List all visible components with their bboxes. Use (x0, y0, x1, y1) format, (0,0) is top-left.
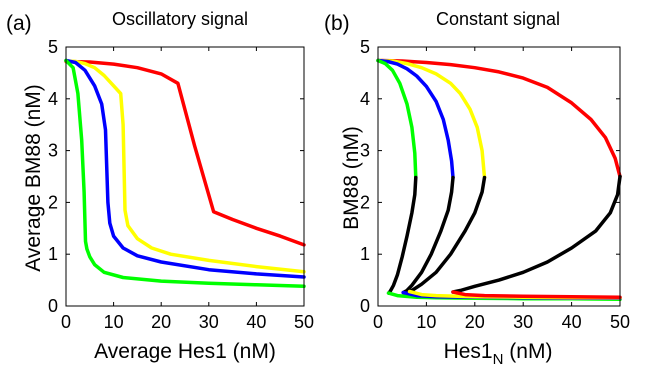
panel-b-series-11 (451, 290, 622, 299)
panel-a-ytick-label: 4 (48, 89, 58, 109)
panel-b-xtick-label: 0 (373, 312, 383, 332)
panel-b-xlabel-main: Hes1 (444, 340, 493, 363)
panel-a-xtick-label: 10 (104, 312, 124, 332)
panel-b-xlabel-unit: (nM) (503, 340, 552, 363)
panel-b-xtick-label: 10 (416, 312, 436, 332)
panel-b-series-0 (376, 58, 622, 179)
panel-a-xtick-label: 0 (61, 312, 71, 332)
panel-a-xlabel: Average Hes1 (nM) (94, 340, 276, 363)
panel-b-xtick-label: 40 (562, 312, 582, 332)
panel-a-ytick-label: 2 (48, 192, 58, 212)
panel-a-ytick-label: 0 (48, 296, 58, 316)
panel-b-series-7 (386, 175, 418, 295)
panel-b-ytick-label: 0 (360, 296, 370, 316)
panel-b: (b) Constant signal BM88 (nM) Hes1N (nM)… (324, 9, 630, 368)
panel-b-xlabel-subscript: N (493, 351, 504, 368)
panel-a-ytick-label: 5 (48, 37, 58, 57)
panel-b-ytick-label: 1 (360, 244, 370, 264)
panel-b-ytick-label: 4 (360, 89, 370, 109)
panel-b-axes-box (377, 46, 621, 307)
panel-b-series-3 (376, 58, 418, 180)
panel-b-xtick-label: 20 (465, 312, 485, 332)
panel-a-axes-box (65, 46, 305, 307)
panel-a-xtick-label: 30 (199, 312, 219, 332)
panel-b-ylabel: BM88 (nM) (340, 126, 363, 230)
panel-b-series-2 (376, 58, 455, 180)
panel-b-series-4 (451, 174, 622, 294)
panel-a-series-3 (64, 58, 306, 289)
panel-b-series-6 (401, 175, 455, 295)
panel-a-ytick-label: 1 (48, 244, 58, 264)
panel-a-series-0 (64, 59, 306, 247)
plot-b-area: 0 10 20 30 40 50 0 1 2 3 4 5 (360, 37, 630, 332)
panel-a-label: (a) (6, 12, 32, 35)
panel-b-xtick-label: 50 (610, 312, 630, 332)
panel-a-ytick-label: 3 (48, 141, 58, 161)
panel-a-series-2 (64, 58, 306, 279)
panel-b-ytick-label: 5 (360, 37, 370, 57)
panel-b-ytick-label: 2 (360, 192, 370, 212)
panel-b-xtick-label: 30 (513, 312, 533, 332)
panel-a-series-1 (64, 59, 306, 274)
plot-a-area: 0 10 20 30 40 50 0 1 2 3 4 5 (48, 37, 314, 332)
panel-a: (a) Oscillatory signal Average BM88 (nM)… (6, 9, 314, 363)
panel-b-series-1 (376, 58, 487, 180)
panel-a-xtick-label: 50 (294, 312, 314, 332)
panel-b-xlabel: Hes1N (nM) (444, 340, 553, 368)
panel-b-series-5 (407, 175, 487, 294)
panel-a-xtick-label: 20 (151, 312, 171, 332)
panel-a-ylabel: Average BM88 (nM) (22, 84, 45, 272)
panel-b-ytick-label: 3 (360, 141, 370, 161)
panel-b-title: Constant signal (436, 9, 560, 29)
panel-b-label: (b) (324, 12, 350, 35)
panel-a-title: Oscillatory signal (112, 9, 248, 29)
panel-a-xtick-label: 40 (246, 312, 266, 332)
